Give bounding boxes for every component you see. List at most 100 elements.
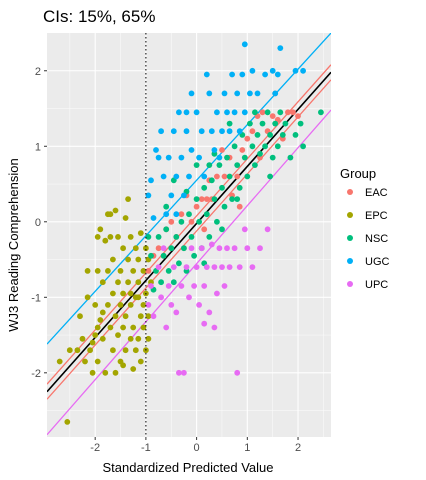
point-epc [145, 313, 152, 320]
x-tick-label: 0 [194, 442, 200, 454]
legend-label-eac: EAC [365, 187, 388, 199]
point-ugc [170, 128, 177, 135]
point-epc [122, 313, 129, 320]
point-upc [191, 283, 198, 289]
point-ugc [216, 154, 223, 161]
y-axis-label: WJ3 Reading Comprehension [6, 158, 21, 331]
point-upc [203, 264, 210, 270]
point-epc [99, 279, 106, 286]
point-upc [236, 264, 243, 270]
point-ugc [163, 211, 170, 218]
point-epc [110, 290, 116, 297]
point-epc [112, 207, 119, 214]
point-ugc [201, 173, 208, 180]
point-upc [244, 245, 251, 252]
point-epc [77, 313, 83, 320]
chart-title: CIs: 15%, 65% [43, 7, 155, 26]
point-upc [145, 302, 152, 308]
point-epc [82, 358, 88, 365]
line-ugc [47, 33, 331, 345]
point-eac [285, 109, 291, 116]
data-points [56, 41, 324, 425]
point-epc [120, 362, 126, 369]
point-eac [219, 147, 225, 153]
point-ugc [272, 90, 279, 97]
point-eac [239, 147, 246, 153]
point-epc [102, 237, 109, 244]
point-nsc [163, 203, 170, 210]
point-nsc [221, 203, 228, 210]
y-tick-label: 1 [35, 141, 41, 153]
point-nsc [191, 252, 198, 259]
point-epc [107, 324, 114, 331]
x-tick-label: 2 [295, 442, 301, 454]
point-upc [201, 320, 208, 327]
point-upc [150, 313, 157, 320]
x-tick-label: -1 [141, 442, 151, 454]
point-ugc [236, 128, 243, 135]
point-nsc [148, 252, 154, 259]
point-epc [97, 317, 104, 323]
point-ugc [188, 90, 195, 97]
point-nsc [247, 120, 253, 127]
point-ugc [229, 71, 236, 78]
point-epc [105, 268, 111, 274]
point-epc [115, 332, 121, 338]
point-eac [188, 218, 195, 225]
point-epc [145, 335, 152, 342]
point-nsc [262, 143, 268, 150]
point-ugc [153, 147, 159, 153]
point-nsc [219, 184, 225, 191]
point-epc [140, 268, 147, 274]
point-nsc [181, 245, 187, 252]
point-upc [257, 245, 263, 252]
point-ugc [155, 154, 162, 161]
point-epc [79, 335, 86, 342]
legend: Group EAC EPC NSC UGC UPC [340, 166, 390, 291]
point-nsc [145, 234, 152, 240]
point-upc [148, 283, 154, 289]
point-eac [269, 113, 276, 119]
point-nsc [267, 132, 273, 138]
point-ugc [181, 192, 187, 199]
point-epc [135, 279, 142, 286]
point-nsc [272, 120, 279, 127]
point-nsc [282, 120, 289, 127]
point-upc [211, 324, 218, 331]
point-upc [196, 302, 203, 308]
point-nsc [292, 132, 299, 138]
point-nsc [226, 120, 233, 127]
point-ugc [300, 67, 306, 74]
point-ugc [214, 109, 220, 116]
point-nsc [188, 234, 195, 240]
point-upc [173, 309, 180, 316]
point-epc [127, 290, 134, 297]
point-epc [97, 226, 104, 233]
point-nsc [206, 162, 213, 169]
point-nsc [229, 196, 236, 203]
point-nsc [254, 132, 261, 138]
point-epc [135, 256, 142, 263]
point-ugc [186, 173, 192, 180]
point-epc [117, 302, 124, 308]
point-ugc [249, 67, 256, 74]
point-epc [74, 347, 81, 354]
point-epc [130, 366, 137, 372]
point-epc [125, 196, 131, 203]
point-epc [92, 302, 99, 308]
point-nsc [241, 154, 248, 161]
point-epc [94, 234, 101, 240]
point-eac [234, 173, 241, 180]
point-eac [193, 203, 200, 210]
point-nsc [287, 154, 294, 161]
point-ugc [224, 109, 230, 116]
point-ugc [241, 41, 248, 48]
point-epc [125, 279, 131, 286]
point-upc [183, 264, 190, 270]
point-ugc [176, 109, 182, 116]
point-epc [84, 268, 91, 274]
point-epc [132, 347, 139, 354]
point-upc [158, 294, 165, 301]
point-nsc [249, 143, 256, 150]
point-ugc [183, 109, 190, 116]
